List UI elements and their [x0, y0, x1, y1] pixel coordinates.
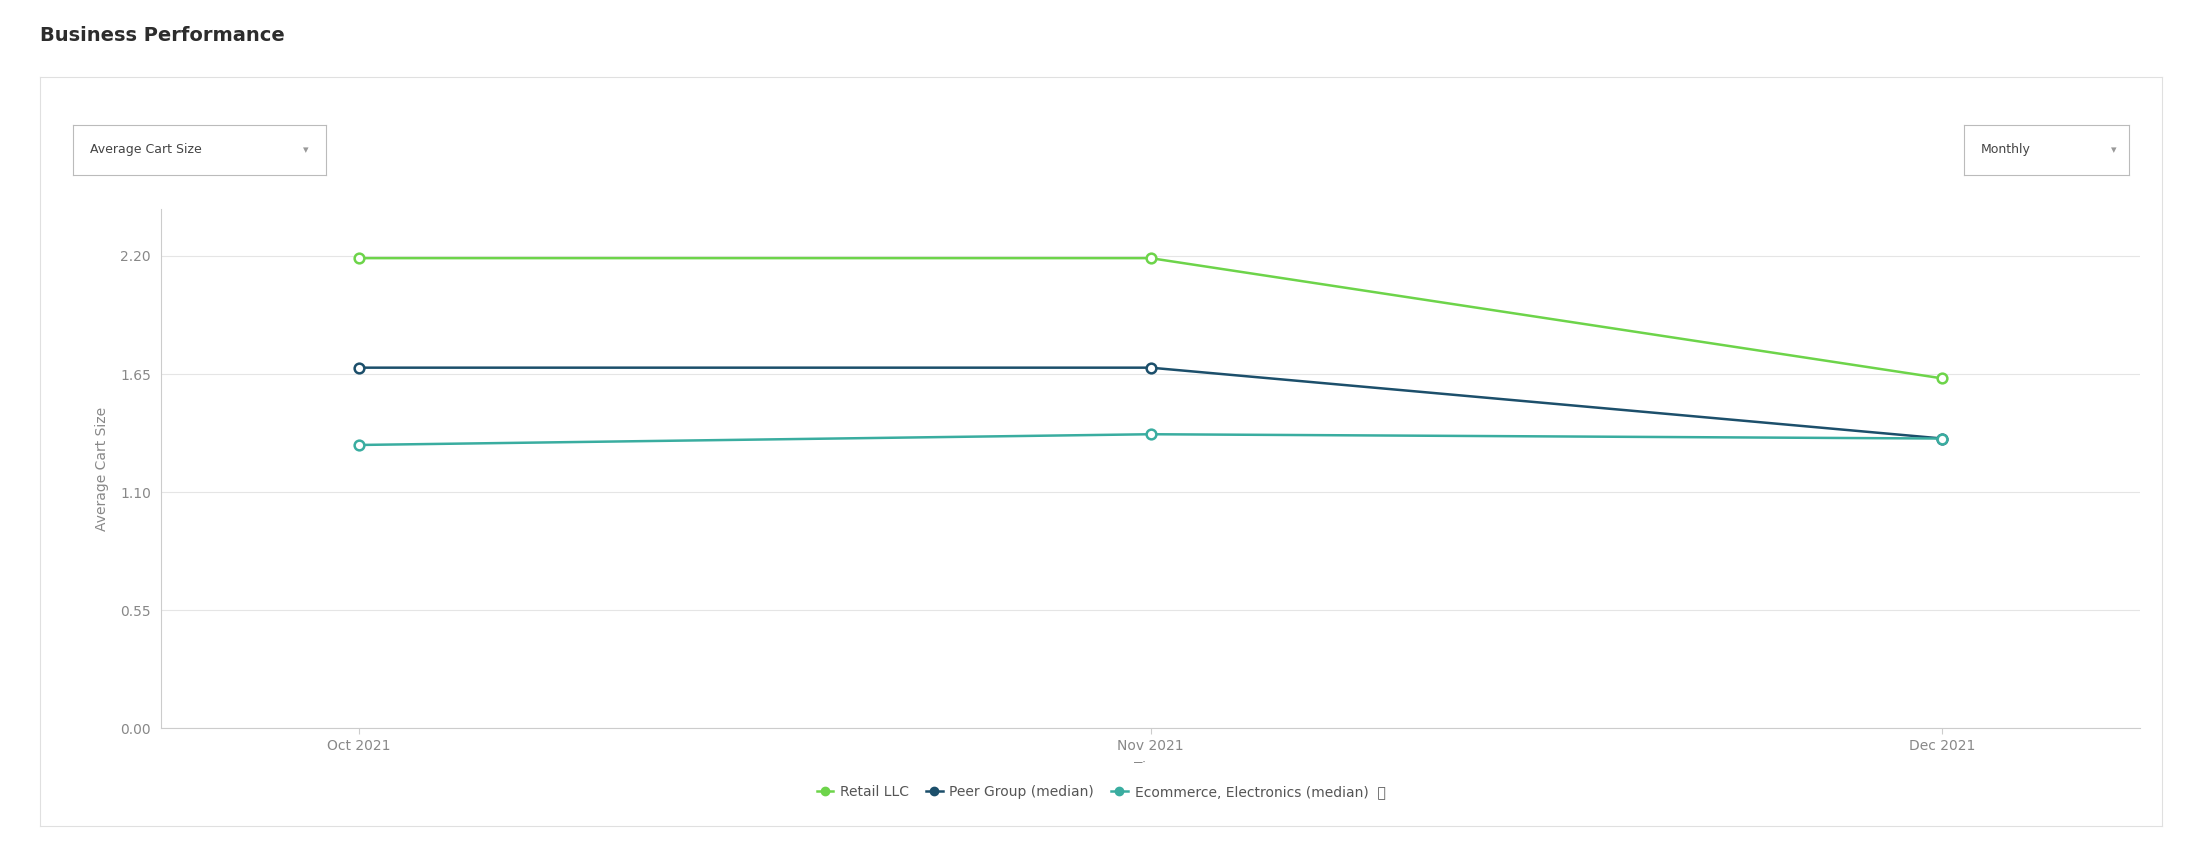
Legend: Retail LLC, Peer Group (median), Ecommerce, Electronics (median)  ⓘ: Retail LLC, Peer Group (median), Ecommer…	[810, 780, 1392, 805]
X-axis label: Time: Time	[1134, 761, 1167, 775]
Text: Average Cart Size: Average Cart Size	[90, 143, 203, 157]
Y-axis label: Average Cart Size: Average Cart Size	[95, 406, 110, 531]
Text: ▾: ▾	[302, 145, 308, 155]
Text: Monthly: Monthly	[1982, 143, 2030, 157]
Text: ▾: ▾	[2110, 145, 2116, 155]
Text: Business Performance: Business Performance	[40, 26, 284, 44]
